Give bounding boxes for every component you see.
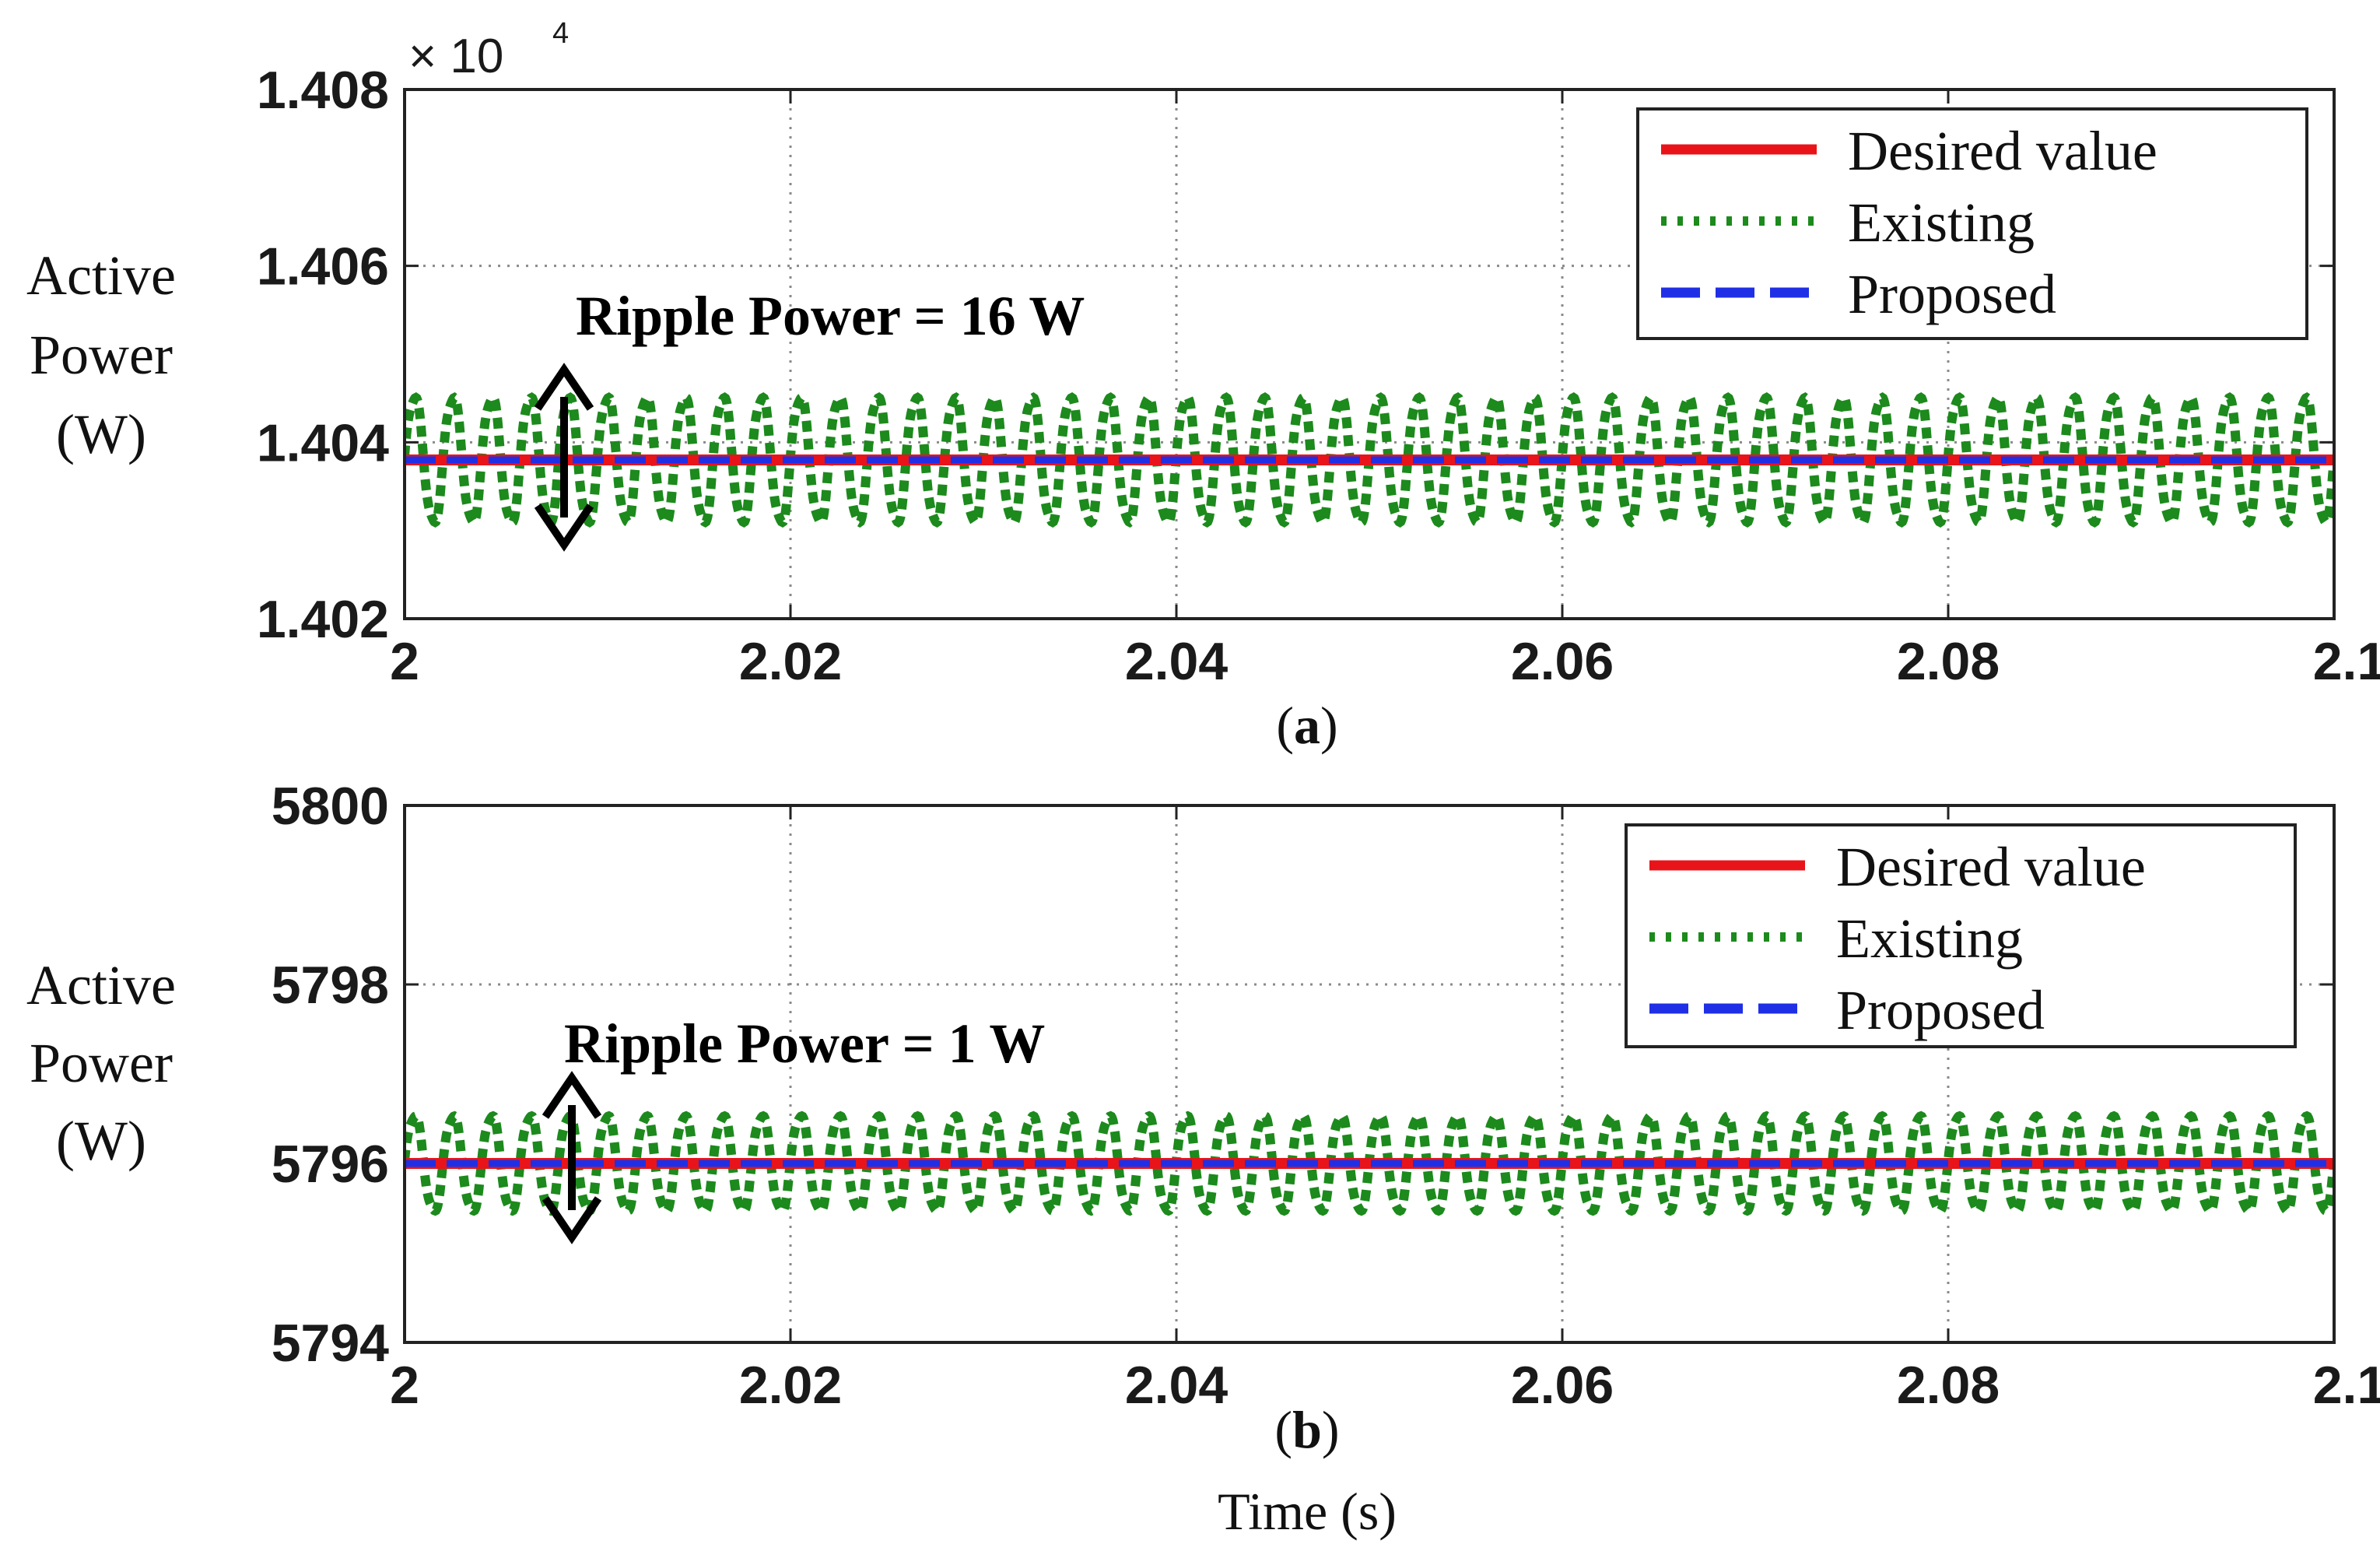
y-tick-label: 5800 bbox=[272, 777, 389, 836]
y-tick-label: 1.406 bbox=[257, 237, 389, 297]
x-tick-label: 2.08 bbox=[1897, 632, 2000, 691]
x-tick-label: 2.06 bbox=[1511, 1356, 1614, 1415]
series-existing-line bbox=[405, 391, 2334, 528]
y-tick-label: 1.408 bbox=[257, 61, 389, 120]
panel-caption: (a) bbox=[1276, 696, 1337, 755]
caption-paren: ( bbox=[1276, 696, 1294, 755]
ripple-annotation: Ripple Power = 16 W bbox=[576, 285, 1085, 347]
y-tick-label: 5796 bbox=[272, 1135, 389, 1194]
y-tick-label: 1.402 bbox=[257, 590, 389, 649]
y-axis-label: Active bbox=[26, 244, 176, 307]
x-tick-label: 2.06 bbox=[1511, 632, 1614, 691]
ripple-arrow-head-up bbox=[542, 1071, 602, 1119]
y-multiplier: × 10 bbox=[408, 30, 503, 83]
legend-label: Existing bbox=[1848, 191, 2035, 254]
ripple-arrow-head-down bbox=[542, 1196, 602, 1244]
x-tick-label: 2 bbox=[390, 1356, 419, 1415]
x-axis-label: Time (s) bbox=[1218, 1482, 1397, 1541]
y-axis-label: Power bbox=[30, 1032, 173, 1094]
chart-panel-a: 2 2.02 2.04 2.06 2.08 2.1 1.402 1.404 1.406 1.408… bbox=[26, 17, 2380, 755]
axes-frame bbox=[403, 88, 2336, 620]
y-tick-label: 1.404 bbox=[257, 413, 389, 472]
legend-label: Proposed bbox=[1848, 263, 2056, 325]
caption-paren: ) bbox=[1322, 1400, 1340, 1459]
y-tick-label: 5794 bbox=[272, 1314, 389, 1373]
ripple-arrow-head-down bbox=[534, 504, 594, 552]
x-tick-label: 2.04 bbox=[1125, 1356, 1229, 1415]
y-tick-label: 5798 bbox=[272, 956, 389, 1015]
x-tick-label: 2 bbox=[390, 632, 419, 691]
panel-caption: (b) bbox=[1274, 1400, 1339, 1459]
legend: Desired value Existing Proposed bbox=[1625, 823, 2297, 1048]
ripple-annotation: Ripple Power = 1 W bbox=[564, 1012, 1045, 1075]
legend-label: Desired value bbox=[1848, 120, 2157, 182]
y-multiplier-exponent: 4 bbox=[552, 17, 569, 50]
caption-letter: a bbox=[1294, 696, 1320, 755]
x-tick-label: 2.1 bbox=[2313, 632, 2380, 691]
axes-frame bbox=[403, 804, 2336, 1344]
caption-paren: ) bbox=[1320, 696, 1338, 755]
x-tick-label: 2.02 bbox=[739, 1356, 842, 1415]
legend: Desired value Existing Proposed bbox=[1636, 107, 2308, 340]
x-tick-label: 2.04 bbox=[1125, 632, 1229, 691]
legend-label: Desired value bbox=[1836, 836, 2146, 898]
ripple-arrow-head-up bbox=[534, 363, 594, 411]
caption-paren: ( bbox=[1274, 1400, 1292, 1459]
caption-letter: b bbox=[1292, 1400, 1322, 1459]
x-tick-label: 2.02 bbox=[739, 632, 842, 691]
y-axis-label: (W) bbox=[56, 403, 146, 465]
x-tick-label: 2.1 bbox=[2313, 1356, 2380, 1415]
y-axis-label: Power bbox=[30, 324, 173, 386]
x-tick-label: 2.08 bbox=[1897, 1356, 2000, 1415]
y-axis-label: (W) bbox=[56, 1110, 146, 1172]
y-axis-label: Active bbox=[26, 954, 176, 1016]
chart-panel-b: 2 2.02 2.04 2.06 2.08 2.1 5794 5796 5798 5800 Acti… bbox=[26, 777, 2380, 1459]
legend-label: Proposed bbox=[1836, 979, 2045, 1041]
legend-label: Existing bbox=[1836, 907, 2023, 970]
